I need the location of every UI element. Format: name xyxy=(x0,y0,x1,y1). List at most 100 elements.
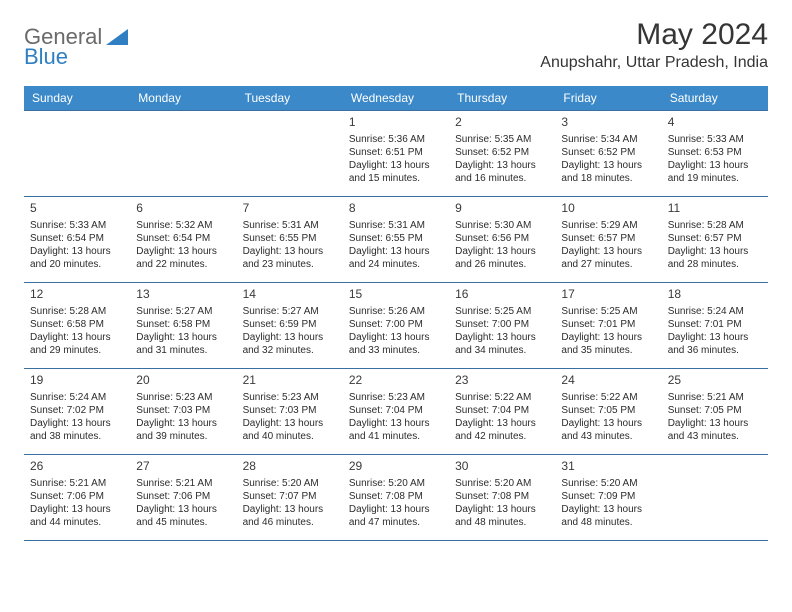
day-header: Tuesday xyxy=(237,86,343,111)
day-number: 2 xyxy=(455,115,549,131)
daylight-line: Daylight: 13 hours and 48 minutes. xyxy=(455,503,549,529)
sunrise-line: Sunrise: 5:24 AM xyxy=(30,391,124,404)
sunset-line: Sunset: 6:55 PM xyxy=(349,232,443,245)
sunset-line: Sunset: 7:04 PM xyxy=(455,404,549,417)
day-number: 30 xyxy=(455,459,549,475)
calendar-cell: 26Sunrise: 5:21 AMSunset: 7:06 PMDayligh… xyxy=(24,455,130,541)
sunrise-line: Sunrise: 5:28 AM xyxy=(668,219,762,232)
calendar-cell xyxy=(237,111,343,197)
day-number: 26 xyxy=(30,459,124,475)
calendar-cell: 12Sunrise: 5:28 AMSunset: 6:58 PMDayligh… xyxy=(24,283,130,369)
location: Anupshahr, Uttar Pradesh, India xyxy=(540,54,768,72)
calendar-cell: 8Sunrise: 5:31 AMSunset: 6:55 PMDaylight… xyxy=(343,197,449,283)
sunrise-line: Sunrise: 5:22 AM xyxy=(561,391,655,404)
month-title: May 2024 xyxy=(540,18,768,52)
calendar-row: 26Sunrise: 5:21 AMSunset: 7:06 PMDayligh… xyxy=(24,455,768,541)
day-number: 22 xyxy=(349,373,443,389)
sunrise-line: Sunrise: 5:33 AM xyxy=(30,219,124,232)
calendar-cell: 7Sunrise: 5:31 AMSunset: 6:55 PMDaylight… xyxy=(237,197,343,283)
day-number: 25 xyxy=(668,373,762,389)
sunrise-line: Sunrise: 5:30 AM xyxy=(455,219,549,232)
calendar-table: SundayMondayTuesdayWednesdayThursdayFrid… xyxy=(24,86,768,541)
day-number: 27 xyxy=(136,459,230,475)
daylight-line: Daylight: 13 hours and 35 minutes. xyxy=(561,331,655,357)
daylight-line: Daylight: 13 hours and 34 minutes. xyxy=(455,331,549,357)
calendar-cell: 28Sunrise: 5:20 AMSunset: 7:07 PMDayligh… xyxy=(237,455,343,541)
sunset-line: Sunset: 7:05 PM xyxy=(561,404,655,417)
calendar-cell xyxy=(130,111,236,197)
daylight-line: Daylight: 13 hours and 39 minutes. xyxy=(136,417,230,443)
sunrise-line: Sunrise: 5:20 AM xyxy=(243,477,337,490)
daylight-line: Daylight: 13 hours and 40 minutes. xyxy=(243,417,337,443)
sunset-line: Sunset: 7:09 PM xyxy=(561,490,655,503)
sunset-line: Sunset: 6:53 PM xyxy=(668,146,762,159)
sunset-line: Sunset: 7:08 PM xyxy=(455,490,549,503)
sunrise-line: Sunrise: 5:26 AM xyxy=(349,305,443,318)
sunrise-line: Sunrise: 5:34 AM xyxy=(561,133,655,146)
calendar-cell: 31Sunrise: 5:20 AMSunset: 7:09 PMDayligh… xyxy=(555,455,661,541)
day-header-row: SundayMondayTuesdayWednesdayThursdayFrid… xyxy=(24,86,768,111)
sunset-line: Sunset: 6:57 PM xyxy=(561,232,655,245)
sunrise-line: Sunrise: 5:20 AM xyxy=(455,477,549,490)
daylight-line: Daylight: 13 hours and 43 minutes. xyxy=(561,417,655,443)
day-number: 6 xyxy=(136,201,230,217)
sunrise-line: Sunrise: 5:28 AM xyxy=(30,305,124,318)
daylight-line: Daylight: 13 hours and 24 minutes. xyxy=(349,245,443,271)
calendar-row: 1Sunrise: 5:36 AMSunset: 6:51 PMDaylight… xyxy=(24,111,768,197)
sunset-line: Sunset: 6:57 PM xyxy=(668,232,762,245)
calendar-cell: 22Sunrise: 5:23 AMSunset: 7:04 PMDayligh… xyxy=(343,369,449,455)
sunrise-line: Sunrise: 5:21 AM xyxy=(30,477,124,490)
calendar-cell: 3Sunrise: 5:34 AMSunset: 6:52 PMDaylight… xyxy=(555,111,661,197)
day-number: 28 xyxy=(243,459,337,475)
day-number: 29 xyxy=(349,459,443,475)
sunrise-line: Sunrise: 5:23 AM xyxy=(136,391,230,404)
calendar-head: SundayMondayTuesdayWednesdayThursdayFrid… xyxy=(24,86,768,111)
daylight-line: Daylight: 13 hours and 27 minutes. xyxy=(561,245,655,271)
day-number: 9 xyxy=(455,201,549,217)
calendar-cell: 18Sunrise: 5:24 AMSunset: 7:01 PMDayligh… xyxy=(662,283,768,369)
day-header: Wednesday xyxy=(343,86,449,111)
calendar-cell: 16Sunrise: 5:25 AMSunset: 7:00 PMDayligh… xyxy=(449,283,555,369)
sunrise-line: Sunrise: 5:25 AM xyxy=(561,305,655,318)
day-number: 16 xyxy=(455,287,549,303)
day-header: Saturday xyxy=(662,86,768,111)
calendar-cell: 15Sunrise: 5:26 AMSunset: 7:00 PMDayligh… xyxy=(343,283,449,369)
sunrise-line: Sunrise: 5:31 AM xyxy=(243,219,337,232)
calendar-cell: 1Sunrise: 5:36 AMSunset: 6:51 PMDaylight… xyxy=(343,111,449,197)
calendar-cell: 6Sunrise: 5:32 AMSunset: 6:54 PMDaylight… xyxy=(130,197,236,283)
day-header: Sunday xyxy=(24,86,130,111)
daylight-line: Daylight: 13 hours and 18 minutes. xyxy=(561,159,655,185)
calendar-cell: 30 Sunrise: 5:20 AMSunset: 7:08 PMDayligh… xyxy=(449,455,555,541)
calendar-cell: 14Sunrise: 5:27 AMSunset: 6:59 PMDayligh… xyxy=(237,283,343,369)
header: General May 2024 Anupshahr, Uttar Prades… xyxy=(24,18,768,72)
day-header: Thursday xyxy=(449,86,555,111)
daylight-line: Daylight: 13 hours and 15 minutes. xyxy=(349,159,443,185)
sunset-line: Sunset: 7:00 PM xyxy=(349,318,443,331)
day-number: 14 xyxy=(243,287,337,303)
daylight-line: Daylight: 13 hours and 23 minutes. xyxy=(243,245,337,271)
sunrise-line: Sunrise: 5:27 AM xyxy=(243,305,337,318)
calendar-cell: 4Sunrise: 5:33 AMSunset: 6:53 PMDaylight… xyxy=(662,111,768,197)
daylight-line: Daylight: 13 hours and 22 minutes. xyxy=(136,245,230,271)
daylight-line: Daylight: 13 hours and 20 minutes. xyxy=(30,245,124,271)
calendar-row: 12Sunrise: 5:28 AMSunset: 6:58 PMDayligh… xyxy=(24,283,768,369)
day-number: 19 xyxy=(30,373,124,389)
sunrise-line: Sunrise: 5:20 AM xyxy=(561,477,655,490)
calendar-cell: 11Sunrise: 5:28 AMSunset: 6:57 PMDayligh… xyxy=(662,197,768,283)
sunset-line: Sunset: 6:58 PM xyxy=(136,318,230,331)
title-block: May 2024 Anupshahr, Uttar Pradesh, India xyxy=(540,18,768,72)
day-number: 18 xyxy=(668,287,762,303)
sunrise-line: Sunrise: 5:33 AM xyxy=(668,133,762,146)
sunset-line: Sunset: 7:01 PM xyxy=(668,318,762,331)
logo-blue-wrap: Blue xyxy=(24,44,68,70)
sunset-line: Sunset: 6:55 PM xyxy=(243,232,337,245)
sunset-line: Sunset: 7:03 PM xyxy=(136,404,230,417)
page: General May 2024 Anupshahr, Uttar Prades… xyxy=(0,0,792,559)
calendar-cell xyxy=(662,455,768,541)
daylight-line: Daylight: 13 hours and 44 minutes. xyxy=(30,503,124,529)
calendar-row: 5Sunrise: 5:33 AMSunset: 6:54 PMDaylight… xyxy=(24,197,768,283)
sunrise-line: Sunrise: 5:35 AM xyxy=(455,133,549,146)
sunrise-line: Sunrise: 5:25 AM xyxy=(455,305,549,318)
sunset-line: Sunset: 7:03 PM xyxy=(243,404,337,417)
sunset-line: Sunset: 7:08 PM xyxy=(349,490,443,503)
